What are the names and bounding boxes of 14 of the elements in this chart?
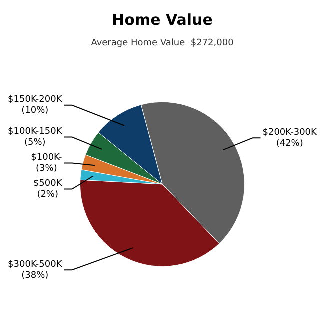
slice-label: $200K-300K [262, 128, 318, 138]
chart-subtitle: Average Home Value $272,000 [91, 38, 234, 49]
slice-label: $150K-200K [8, 95, 64, 106]
data-label: (5%) [24, 138, 46, 148]
slice-label: $300K-500K [8, 260, 64, 270]
data-label: (42%) [276, 138, 304, 149]
slice-label: $500K [33, 179, 64, 190]
data-label: (2%) [37, 190, 59, 200]
slice-label: $100K-150K [8, 127, 64, 138]
data-label: (38%) [22, 270, 49, 281]
chart-title: Home Value [112, 10, 213, 29]
data-label: (10%) [22, 106, 49, 116]
data-label: (3%) [36, 164, 58, 174]
slice-label: $100K- [31, 153, 62, 164]
